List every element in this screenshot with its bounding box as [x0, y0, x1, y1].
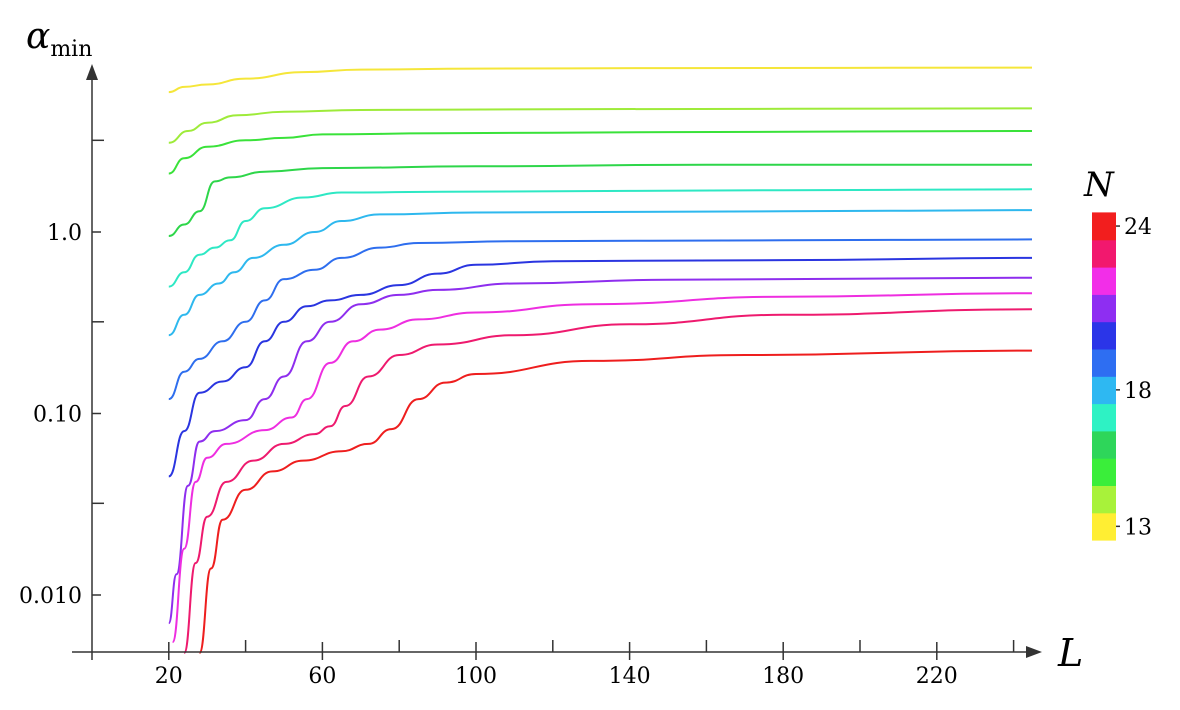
y-tick-label: 0.10	[33, 403, 82, 428]
series-line-9	[167, 276, 1032, 625]
x-tick-label: 140	[609, 664, 651, 689]
x-tick-label: 220	[916, 664, 958, 689]
colorbar-swatch	[1092, 294, 1116, 323]
series-line-2	[168, 107, 1032, 144]
y-axis-title-subscript: min	[50, 37, 92, 62]
colorbar-swatch	[1092, 267, 1116, 295]
colorbar-title: N	[1083, 165, 1115, 205]
colorbar-tick-label: 18	[1124, 379, 1152, 404]
colorbar-swatch	[1092, 348, 1116, 377]
colorbar-swatch	[1092, 485, 1116, 514]
y-axis-title-base: α	[26, 16, 50, 57]
series-line-10	[171, 292, 1032, 644]
curves-group	[167, 66, 1032, 654]
colorbar-swatch	[1092, 321, 1116, 350]
series-line-8	[167, 256, 1032, 478]
colorbar-swatch	[1092, 239, 1116, 268]
colorbar-tick-label: 13	[1124, 515, 1152, 540]
x-ticks-group: 20 60 100 140 180 220	[155, 640, 1015, 689]
colorbar-swatch	[1092, 212, 1116, 241]
x-axis-title: L	[1057, 631, 1083, 675]
x-tick-label: 20	[155, 664, 183, 689]
series-line-12	[198, 349, 1032, 654]
y-tick-label: 0.010	[19, 584, 82, 609]
colorbar-swatch	[1092, 458, 1116, 486]
series-line-4	[168, 163, 1032, 237]
colorbar-swatch	[1092, 403, 1116, 432]
series-line-1	[168, 66, 1032, 94]
x-axis-arrow-icon	[1026, 646, 1042, 658]
series-line-7	[168, 238, 1032, 401]
x-tick-label: 60	[308, 664, 336, 689]
x-tick-label: 100	[455, 664, 497, 689]
series-line-5	[168, 188, 1032, 288]
series-line-6	[168, 209, 1032, 337]
y-axis-arrow-icon	[86, 64, 98, 80]
colorbar-swatch	[1092, 512, 1116, 541]
colorbar-swatch	[1092, 376, 1116, 405]
colorbar-swatch	[1092, 430, 1116, 459]
y-ticks-group: 0.010 0.10 1.0	[19, 139, 104, 609]
x-tick-label: 180	[762, 664, 804, 689]
y-tick-label: 1.0	[47, 221, 82, 246]
series-line-3	[168, 130, 1032, 175]
y-axis-title: αmin	[26, 16, 92, 62]
colorbar: 24 18 13	[1092, 212, 1152, 541]
series-line-11	[183, 308, 1032, 654]
colorbar-tick-label: 24	[1124, 215, 1152, 240]
